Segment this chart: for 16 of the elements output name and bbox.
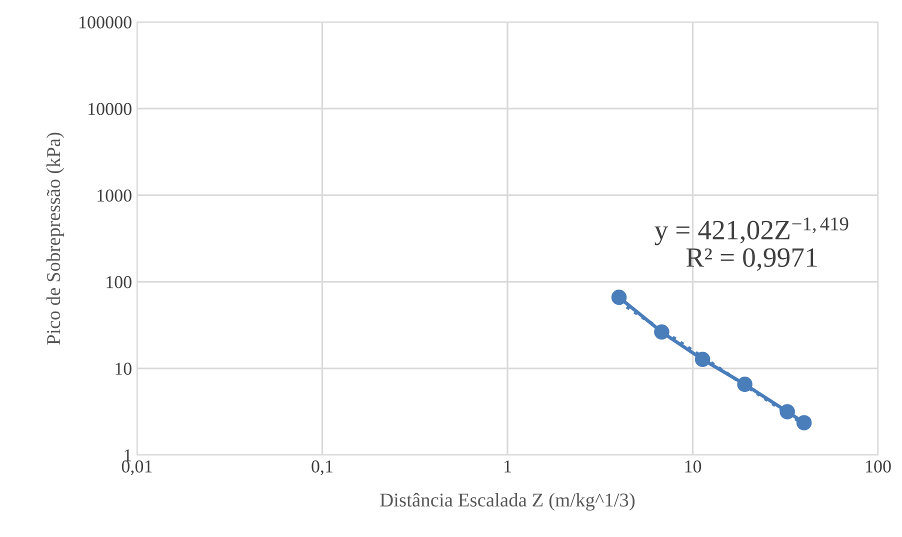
x-axis-title: Distância Escalada Z (m/kg^1/3): [380, 492, 635, 511]
x-tick-label: 0,1: [312, 460, 332, 476]
y-axis-title: Pico de Sobrepressão (kPa): [46, 132, 64, 345]
y-tick-label: 10: [116, 362, 132, 375]
y-tick-label: 1000: [98, 189, 132, 202]
annotation: y = 421,02Z$^{−1,419}$ R² = 0,9971: [654, 217, 848, 271]
point: [737, 376, 752, 392]
point: [611, 290, 627, 305]
y-tick-label: 10000: [88, 102, 132, 116]
x-tick-label: 10: [685, 460, 702, 473]
y-tick-label: 100: [106, 276, 132, 288]
point: [694, 352, 710, 368]
y-tick-label: 100000: [80, 16, 132, 28]
x-tick-label: 100: [866, 460, 891, 473]
x-tick-label: 1: [504, 460, 511, 472]
x-tick-label: 0,01: [122, 460, 152, 476]
